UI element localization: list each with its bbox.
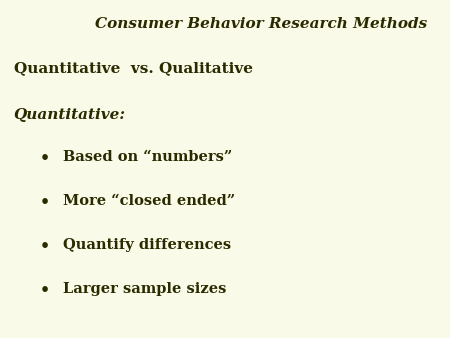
Text: •: •: [40, 150, 50, 167]
Text: Quantitative  vs. Qualitative: Quantitative vs. Qualitative: [14, 61, 252, 75]
Text: •: •: [40, 282, 50, 299]
Text: Quantitative:: Quantitative:: [14, 108, 126, 122]
Text: Based on “numbers”: Based on “numbers”: [63, 150, 232, 164]
Text: Larger sample sizes: Larger sample sizes: [63, 282, 226, 296]
Text: More “closed ended”: More “closed ended”: [63, 194, 235, 208]
Text: •: •: [40, 238, 50, 255]
Text: Consumer Behavior Research Methods: Consumer Behavior Research Methods: [95, 17, 427, 31]
Text: Quantify differences: Quantify differences: [63, 238, 231, 252]
Text: •: •: [40, 194, 50, 211]
